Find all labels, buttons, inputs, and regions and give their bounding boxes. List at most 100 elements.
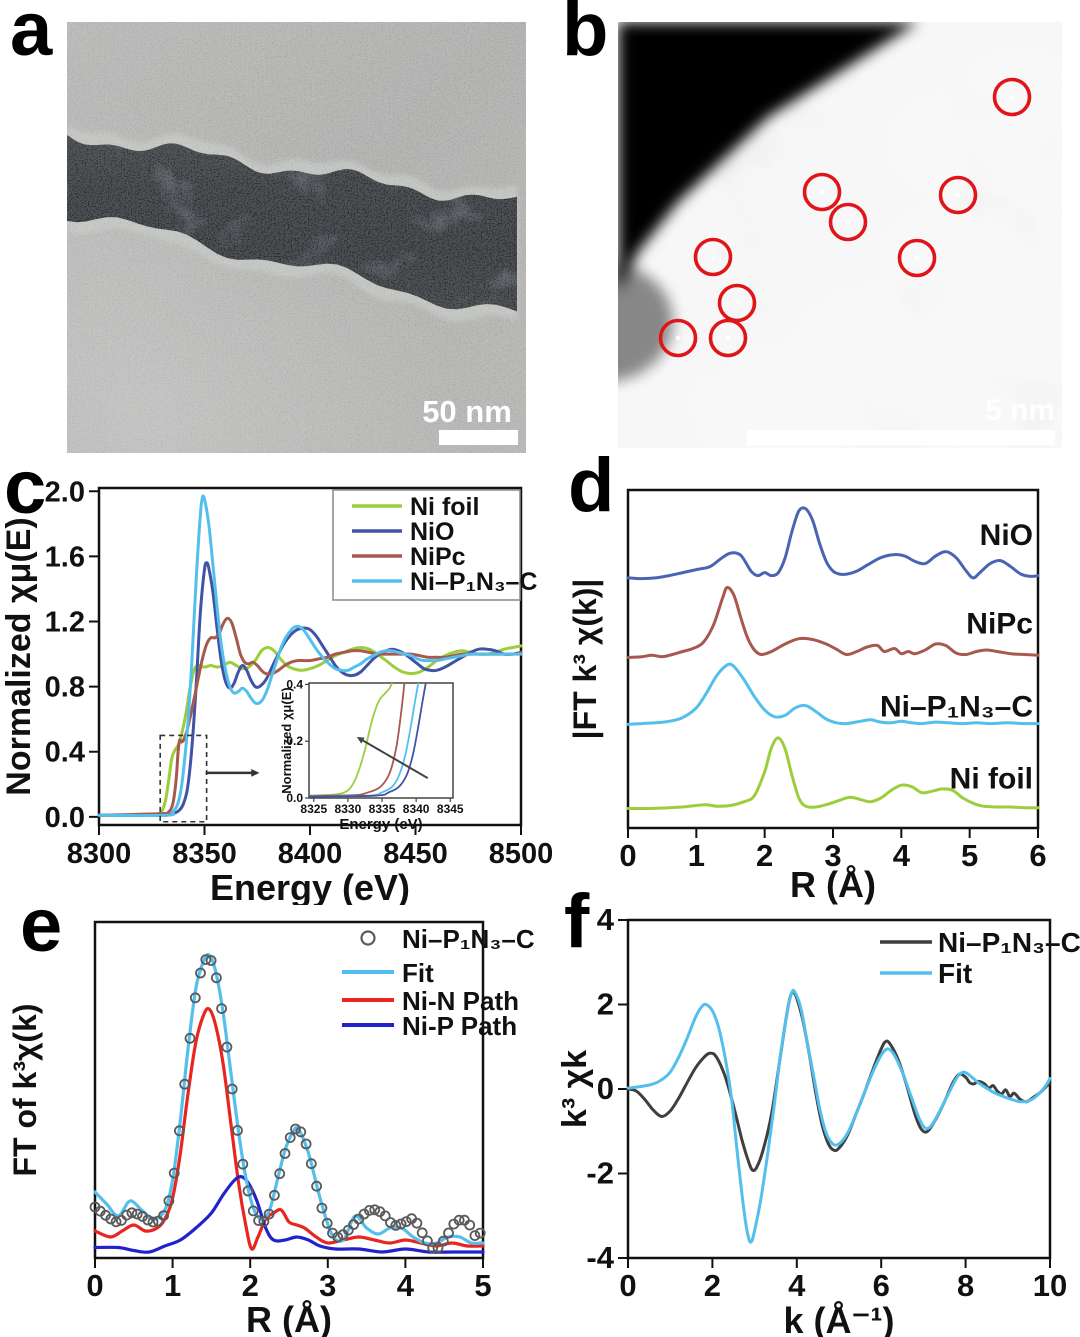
data-marker (443, 1227, 454, 1239)
inset-chart: 8325 8330 8335 8340 8345 0.0 0.2 0.4 Energy (eV)… (279, 677, 464, 833)
x-tick-label: 0 (86, 1268, 103, 1303)
legend-label: Ni-P Path (402, 1011, 517, 1041)
curve-label: NiO (980, 519, 1033, 552)
x-tick-label: 4 (397, 1268, 415, 1303)
data-marker (316, 1202, 328, 1214)
atom-marker-circle (693, 237, 733, 277)
data-marker (105, 1213, 117, 1225)
x-tick-label: 2 (242, 1268, 259, 1303)
data-marker (400, 1216, 412, 1228)
y-tick-label: 2.0 (45, 476, 85, 508)
panel-letter-c: c (4, 445, 47, 530)
data-marker (274, 1168, 286, 1180)
vacuum-region (618, 22, 918, 292)
r-space-fit-chart: 0 1 2 3 4 5 R (Å) FT of k³χ(k) Ni–P₁N₃–C Fit Ni-N … (0, 895, 560, 1337)
svg-text:0.0: 0.0 (286, 791, 303, 805)
single-atom-dot (734, 300, 740, 306)
data-marker (121, 1209, 133, 1221)
data-marker (279, 1148, 291, 1159)
legend-label: Ni–P₁N₃–C (938, 927, 1080, 958)
legend-label: NiO (410, 518, 454, 546)
x-tick-label: 2 (704, 1268, 721, 1303)
atom-marker-circle (828, 202, 868, 242)
stem-canvas (618, 22, 1062, 448)
data-marker (411, 1217, 423, 1229)
svg-text:Energy (eV): Energy (eV) (339, 816, 422, 833)
x-tick-label: 3 (824, 838, 841, 873)
xanes-chart: 8300 8350 8400 8450 8500 0.0 0.4 0.8 1.2 1.6 2.0 En… (0, 460, 560, 908)
x-tick-label: 8300 (67, 838, 132, 870)
y-axis-title: FT of k³χ(k) (7, 1003, 43, 1176)
data-marker (427, 1242, 439, 1254)
scale-bar (439, 430, 518, 445)
data-marker (226, 1083, 238, 1095)
y-tick-label: 0.0 (45, 802, 85, 834)
k-space-fit-chart: 0 2 4 6 8 10 -4 -2 0 2 4 k (Å⁻¹) k³ χk Ni–P₁N₃–C Fit (556, 895, 1080, 1337)
data-marker (263, 1208, 275, 1220)
atom-marker-circle (717, 283, 757, 323)
ft-exafs-chart: 0 1 2 3 4 5 6 R (Å) |FT k³ χ(k)| NiO NiPc Ni–P₁N₃–C… (560, 460, 1080, 905)
atom-marker-circle (938, 175, 978, 215)
y-axis-title: Normalized χμ(E) (0, 517, 38, 795)
x-tick-label: 3 (319, 1268, 336, 1303)
data-marker (131, 1208, 143, 1220)
series-Ni–P₁N₃–C (97, 494, 523, 817)
data-marker (216, 1003, 228, 1014)
data-marker (147, 1216, 159, 1228)
data-marker (395, 1218, 407, 1230)
y-tick-label: 0.4 (45, 737, 85, 769)
y-axis-title: |FT k³ χ(k)| (567, 579, 603, 740)
data-marker (379, 1210, 391, 1222)
single-atom-dot (914, 255, 920, 261)
x-tick-label: 6 (873, 1268, 890, 1303)
y-tick-label: -2 (586, 1156, 614, 1191)
data-marker (173, 1125, 185, 1137)
x-tick-label: 1 (688, 838, 705, 873)
panel-letter-a: a (10, 0, 53, 72)
curve-label: Ni foil (950, 762, 1033, 795)
x-tick-label: 0 (619, 1268, 636, 1303)
data-marker (321, 1217, 333, 1229)
data-marker (332, 1231, 344, 1243)
x-tick-label: 4 (788, 1268, 806, 1303)
svg-text:8345: 8345 (437, 802, 464, 816)
series-Ni-N Path (93, 1006, 485, 1251)
data-marker (268, 1189, 280, 1201)
data-marker (432, 1242, 444, 1254)
legend-label: Ni–P₁N₃–C (402, 924, 535, 954)
series-NiPc (626, 586, 1040, 659)
data-marker (179, 1078, 191, 1090)
data-marker (363, 1204, 375, 1216)
data-marker (469, 1230, 481, 1242)
svg-text:8335: 8335 (369, 802, 396, 816)
legend-label: Fit (938, 958, 972, 989)
series-Ni foil (626, 736, 1040, 811)
atom-marker-circle (802, 172, 842, 212)
legend-label: NiPc (410, 543, 466, 571)
data-marker (305, 1158, 317, 1170)
atom-marker-circle (708, 318, 748, 358)
data-marker (195, 967, 206, 979)
panel-letter-b: b (562, 0, 609, 72)
scale-bar (747, 430, 1055, 445)
data-marker (200, 954, 212, 965)
single-atom-dot (710, 254, 716, 260)
series-NiO (97, 561, 523, 817)
single-atom-dot (725, 335, 731, 341)
x-axis-title: Energy (eV) (210, 867, 410, 905)
data-marker (247, 1205, 259, 1217)
curve-label: Ni–P₁N₃–C (880, 690, 1033, 723)
data-marker (168, 1167, 180, 1179)
x-tick-label: 5 (474, 1268, 491, 1303)
data-marker (126, 1207, 138, 1219)
series-NiO (626, 506, 1040, 581)
y-tick-label: 2 (597, 987, 614, 1022)
single-atom-dot (845, 219, 851, 225)
data-marker (421, 1235, 433, 1247)
y-tick-label: 0.8 (45, 672, 85, 704)
atom-marker-circle (992, 77, 1032, 117)
svg-text:0.4: 0.4 (286, 677, 303, 691)
single-atom-dot (1009, 94, 1015, 100)
